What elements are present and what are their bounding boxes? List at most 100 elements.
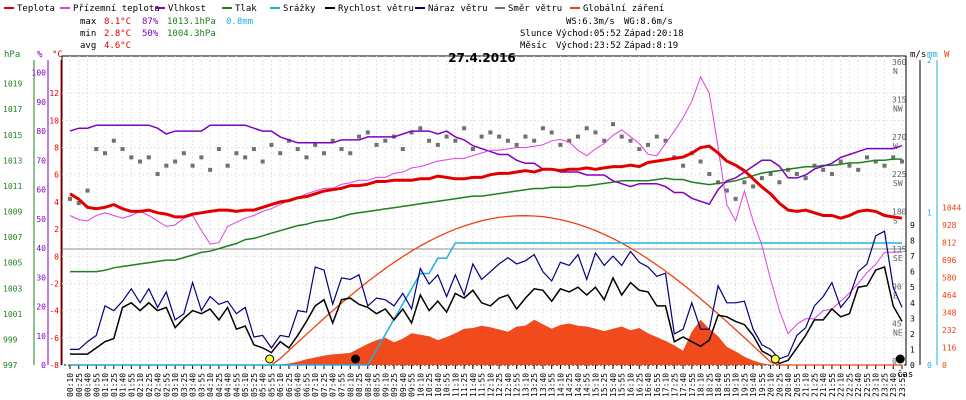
x-tick-label: 19:25 (740, 373, 749, 397)
temperature-tick-label: -4 (49, 307, 59, 316)
wind-direction-tick-label: SW (893, 179, 903, 188)
temperature-tick-label: 4 (54, 198, 59, 207)
x-tick-label: 06:55 (302, 373, 311, 397)
x-tick-label: 06:10 (276, 373, 285, 397)
wind-direction-point (409, 130, 414, 135)
wind-direction-point (85, 188, 90, 193)
x-tick-label: 09:25 (390, 373, 399, 397)
wind-speed-tick-label: 8 (910, 237, 915, 246)
pressure-tick-label: 1017 (3, 105, 22, 114)
x-tick-label: 18:55 (723, 373, 732, 397)
x-tick-label: 11:10 (451, 373, 460, 397)
x-tick-label: 03:10 (171, 373, 180, 397)
wind-direction-point (435, 142, 440, 147)
stat-min-press: 1004.3hPa (167, 29, 216, 39)
x-tick-label: 08:25 (355, 373, 364, 397)
wind-direction-point (593, 130, 598, 135)
info-sunset: Západ:20:18 (624, 29, 684, 39)
wind-direction-point (864, 155, 869, 160)
x-tick-label: 21:55 (828, 373, 837, 397)
wind-direction-point (707, 171, 712, 176)
wind-direction-tick-label: E (893, 291, 898, 300)
wind-direction-point (733, 196, 738, 201)
radiation-tick-label: 1044 (942, 204, 961, 213)
wind-direction-point (453, 138, 458, 143)
wind-direction-point (243, 155, 248, 160)
series-gust (70, 230, 903, 360)
wind-direction-point (768, 171, 773, 176)
stat-min-temp: 2.8°C (104, 29, 131, 39)
wind-direction-point (418, 126, 423, 131)
wind-direction-point (383, 138, 388, 143)
wind-direction-point (400, 147, 405, 152)
x-tick-label: 22:40 (854, 373, 863, 397)
sun-moon-markers (265, 354, 905, 364)
x-tick-label: 15:40 (609, 373, 618, 397)
wind-direction-tick-label: N (893, 67, 898, 76)
stat-max-temp: 8.1°C (104, 17, 131, 27)
wind-direction-point (111, 138, 116, 143)
x-tick-label: 13:40 (539, 373, 548, 397)
stat-max-rain: 0.8mm (226, 17, 253, 27)
x-tick-label: 09:10 (381, 373, 390, 397)
wind-direction-point (164, 163, 169, 168)
pressure-tick-label: 1001 (3, 310, 22, 319)
x-tick-label: 12:10 (486, 373, 495, 397)
gust-line (70, 230, 903, 360)
x-tick-label: 01:40 (119, 373, 128, 397)
stat-avg-label: avg (80, 41, 96, 51)
x-tick-label: 17:10 (662, 373, 671, 397)
x-tick-label: 12:55 (513, 373, 522, 397)
x-tick-label: 20:40 (784, 373, 793, 397)
wind-direction-point (479, 134, 484, 139)
humidity-tick-label: 40 (36, 244, 46, 253)
wind-direction-point (891, 155, 896, 160)
info-ws: WS:6.3m/s (566, 17, 615, 27)
x-tick-label: 04:10 (206, 373, 215, 397)
wind-direction-point (794, 171, 799, 176)
x-tick-label: 20:10 (767, 373, 776, 397)
pressure-line (70, 158, 902, 273)
temperature-tick-label: -6 (49, 334, 59, 343)
x-tick-label: 15:25 (600, 373, 609, 397)
info-moonset: Západ:8:19 (624, 41, 678, 51)
x-tick-label: 03:55 (197, 373, 206, 397)
wind-direction-point (94, 147, 99, 152)
wind-direction-point (295, 147, 300, 152)
wind-direction-point (532, 138, 537, 143)
wind-direction-point (505, 138, 510, 143)
x-tick-label: 23:55 (898, 373, 907, 397)
x-tick-label: 05:10 (241, 373, 250, 397)
x-tick-label: 18:25 (705, 373, 714, 397)
humidity-tick-label: 70 (36, 156, 46, 165)
wind-direction-tick-label: NE (893, 329, 903, 338)
x-tick-label: 00:55 (92, 373, 101, 397)
wind-direction-point (470, 147, 475, 152)
legend-label: Přízemní teplota (73, 4, 160, 14)
wind-direction-point (286, 138, 291, 143)
rain-tick-label: 0 (927, 361, 932, 370)
temperature-tick-label: 6 (54, 171, 59, 180)
rain-line (70, 242, 902, 366)
x-tick-label: 05:55 (267, 373, 276, 397)
wind-speed-tick-label: 7 (910, 252, 915, 261)
wind-direction-point (549, 130, 554, 135)
pressure-tick-label: 1007 (3, 233, 22, 242)
temperature-tick-label: 10 (49, 116, 59, 125)
temperature-tick-label: 2 (54, 225, 59, 234)
x-tick-label: 02:25 (145, 373, 154, 397)
x-tick-label: 09:55 (408, 373, 417, 397)
humidity-tick-label: 90 (36, 98, 46, 107)
wind-direction-point (540, 126, 545, 131)
wind-direction-tick-label: SE (893, 254, 903, 263)
x-tick-label: 03:40 (189, 373, 198, 397)
series-wind-speed (70, 266, 903, 365)
wind-direction-point (575, 134, 580, 139)
unit-ms: m/s (910, 50, 926, 60)
x-axis-ticks: 00:10 00:25 00:40 00:55 01:10 01:25 01:40 01:55… (66, 365, 907, 397)
x-tick-label: 19:40 (749, 373, 758, 397)
ground-temperature-line (69, 75, 902, 335)
wind-direction-point (856, 167, 861, 172)
wind-speed-tick-label: 2 (910, 330, 915, 339)
temperature-tick-label: -8 (49, 361, 59, 370)
